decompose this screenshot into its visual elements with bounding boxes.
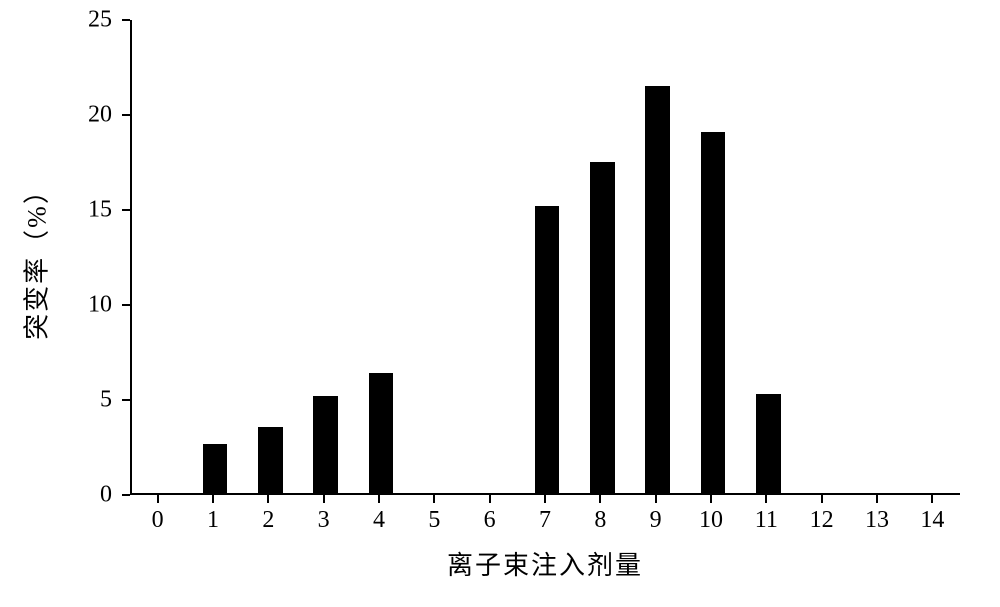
y-tick [122, 114, 130, 116]
x-tick-label: 1 [207, 507, 219, 534]
y-tick-label: 15 [0, 197, 112, 224]
x-tick-label: 11 [755, 507, 778, 534]
bar [645, 86, 669, 493]
x-tick [599, 495, 601, 503]
y-tick [122, 209, 130, 211]
bar [258, 427, 282, 494]
x-tick-label: 2 [262, 507, 274, 534]
bar [369, 373, 393, 493]
x-tick [710, 495, 712, 503]
bar-chart: 突变率（%） 离子束注入剂量 0510152025012345678910111… [0, 0, 1000, 607]
x-tick [157, 495, 159, 503]
x-tick-label: 13 [865, 507, 889, 534]
x-tick [378, 495, 380, 503]
x-tick-label: 4 [373, 507, 385, 534]
y-tick [122, 19, 130, 21]
x-tick-label: 8 [594, 507, 606, 534]
plot-area [130, 20, 960, 495]
bar [313, 396, 337, 493]
bar [701, 132, 725, 493]
x-tick [876, 495, 878, 503]
x-tick [931, 495, 933, 503]
y-tick-label: 10 [0, 292, 112, 319]
x-tick [655, 495, 657, 503]
x-tick [821, 495, 823, 503]
y-tick-label: 20 [0, 102, 112, 129]
x-tick-label: 6 [484, 507, 496, 534]
x-tick [212, 495, 214, 503]
bar [590, 162, 614, 493]
x-tick [765, 495, 767, 503]
x-tick [323, 495, 325, 503]
x-axis-title: 离子束注入剂量 [447, 545, 643, 582]
y-tick-label: 25 [0, 7, 112, 34]
bar [203, 444, 227, 493]
y-tick [122, 399, 130, 401]
x-tick [267, 495, 269, 503]
y-tick-label: 5 [0, 387, 112, 414]
bar [756, 394, 780, 493]
x-tick-label: 7 [539, 507, 551, 534]
y-tick [122, 494, 130, 496]
x-tick-label: 12 [810, 507, 834, 534]
y-tick-label: 0 [0, 482, 112, 509]
x-tick-label: 0 [152, 507, 164, 534]
x-tick-label: 9 [650, 507, 662, 534]
x-tick-label: 5 [428, 507, 440, 534]
y-tick [122, 304, 130, 306]
x-tick-label: 14 [920, 507, 944, 534]
x-tick [489, 495, 491, 503]
bar [535, 206, 559, 493]
x-tick [433, 495, 435, 503]
x-tick-label: 3 [318, 507, 330, 534]
x-tick-label: 10 [699, 507, 723, 534]
x-tick [544, 495, 546, 503]
